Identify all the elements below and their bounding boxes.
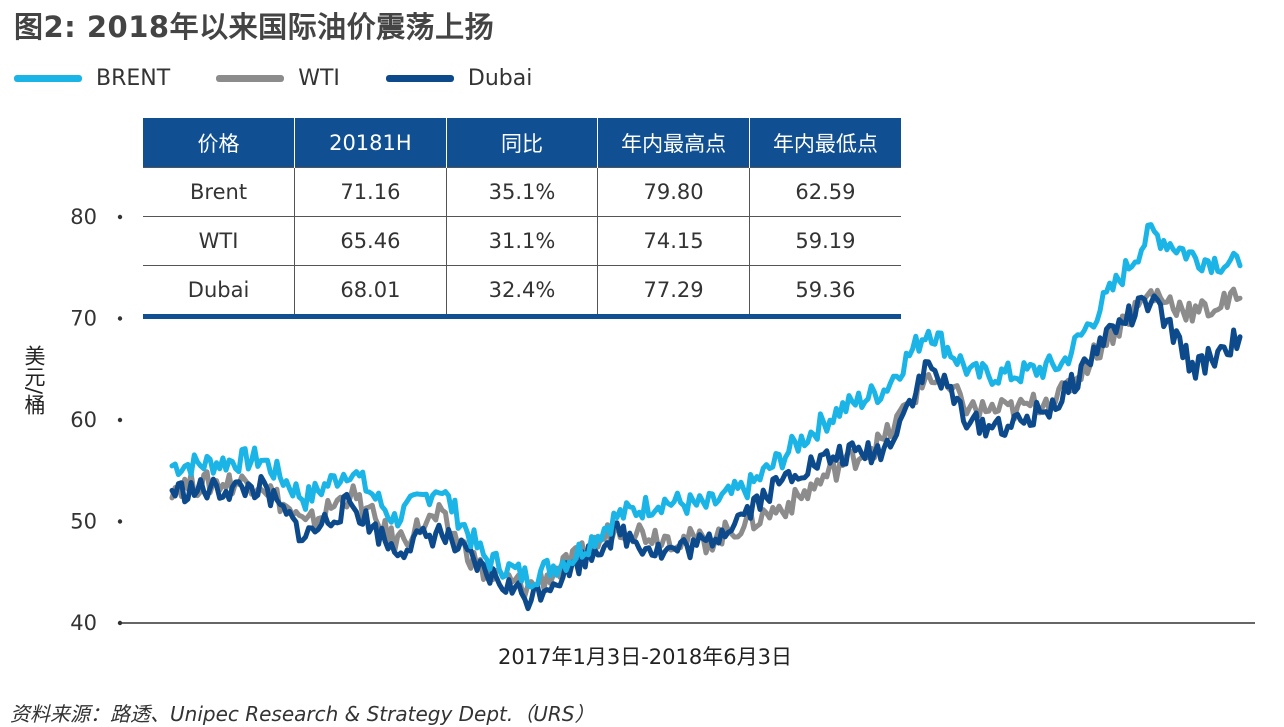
source-note: 资料来源：路透、Unipec Research & Strategy Dept.… — [10, 702, 595, 726]
price-table: 价格 20181H 同比 年内最高点 年内最低点 Brent 71.16 35.… — [143, 118, 901, 319]
table-header-cell: 年内最高点 — [597, 118, 750, 168]
table-cell: 65.46 — [294, 216, 447, 266]
y-tick-label: 70 — [70, 307, 97, 331]
y-tick-label: 60 — [70, 408, 97, 432]
table-row: WTI 65.46 31.1% 74.15 59.19 — [143, 216, 901, 266]
legend: BRENT WTI Dubai — [14, 62, 578, 94]
table-cell: 31.1% — [445, 216, 598, 266]
table-cell: 59.19 — [748, 216, 901, 266]
y-tick-mark — [117, 519, 123, 524]
legend-swatch-brent — [14, 74, 82, 82]
table-cell: 74.15 — [597, 216, 750, 266]
y-axis-label: 美元/桶 — [22, 345, 46, 416]
table-header-row: 价格 20181H 同比 年内最高点 年内最低点 — [143, 118, 901, 168]
series-line-dubai — [169, 293, 1243, 612]
table-cell: 59.36 — [748, 265, 901, 314]
legend-item-brent: BRENT — [14, 66, 170, 91]
table-cell: 62.59 — [748, 167, 901, 217]
y-tick-label: 50 — [70, 510, 97, 534]
x-axis-label: 2017年1月3日-2018年6月3日 — [498, 645, 792, 669]
table-cell: 71.16 — [294, 167, 447, 217]
table-row: Dubai 68.01 32.4% 77.29 59.36 — [143, 265, 901, 314]
table-header-cell: 价格 — [143, 118, 295, 168]
series-line-brent — [169, 222, 1243, 590]
table-cell: 77.29 — [597, 265, 750, 314]
table-row: Brent 71.16 35.1% 79.80 62.59 — [143, 167, 901, 217]
y-tick-label: 40 — [70, 611, 97, 635]
legend-item-dubai: Dubai — [385, 65, 533, 91]
y-tick-mark — [117, 214, 123, 220]
y-tick-mark — [117, 316, 123, 321]
price-table-grid: 价格 20181H 同比 年内最高点 年内最低点 Brent 71.16 35.… — [143, 118, 901, 314]
chart-title: 图2: 2018年以来国际油价震荡上扬 — [14, 10, 495, 44]
legend-label-dubai: Dubai — [467, 65, 533, 91]
table-bottom-rule — [143, 314, 901, 319]
legend-swatch-wti — [216, 74, 285, 82]
series-layer — [169, 222, 1243, 612]
legend-item-wti: WTI — [216, 66, 340, 91]
table-cell: 35.1% — [445, 167, 598, 217]
table-header-cell: 同比 — [445, 118, 598, 168]
y-tick-mark — [117, 417, 123, 423]
legend-swatch-dubai — [385, 74, 454, 82]
table-cell: 68.01 — [294, 265, 447, 314]
table-cell: 32.4% — [445, 265, 598, 314]
legend-label-wti: WTI — [298, 65, 340, 91]
table-cell: WTI — [143, 216, 295, 266]
table-cell: Dubai — [143, 265, 295, 314]
table-header-cell: 年内最低点 — [748, 118, 901, 168]
legend-label-brent: BRENT — [96, 65, 171, 91]
table-cell: 79.80 — [597, 167, 750, 217]
y-tick-label: 80 — [70, 205, 97, 229]
table-cell: Brent — [143, 167, 295, 217]
y-axis: 80 70 60 50 40 — [70, 205, 123, 635]
table-header-cell: 20181H — [294, 118, 447, 168]
